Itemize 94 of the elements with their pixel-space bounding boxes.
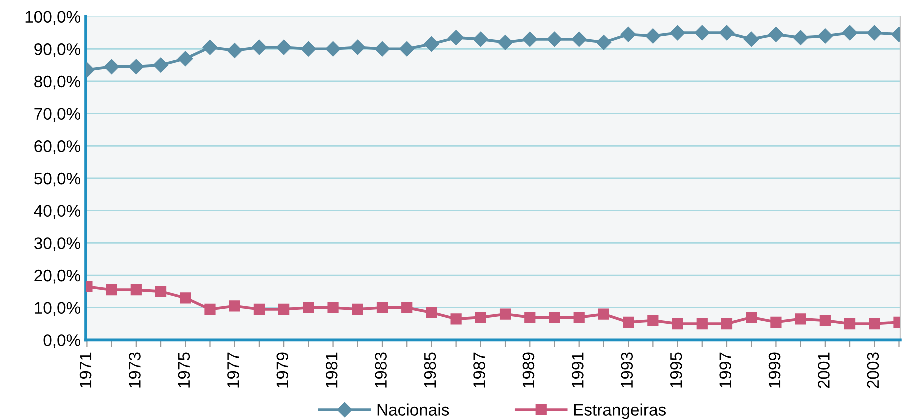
point — [374, 42, 390, 57]
point — [448, 30, 464, 46]
y-tick-label: 70,0% — [34, 108, 81, 122]
x-tick-label: 1977 — [228, 352, 240, 388]
x-tick-label: 1979 — [276, 352, 289, 388]
point — [549, 312, 560, 324]
point — [818, 28, 833, 44]
point — [229, 300, 240, 312]
y-tick-label: 80,0% — [34, 76, 81, 90]
point — [620, 27, 636, 42]
point — [473, 32, 488, 48]
point — [869, 318, 880, 330]
point — [254, 304, 266, 316]
point — [746, 312, 758, 324]
point — [252, 40, 268, 56]
point — [153, 58, 169, 73]
point — [128, 59, 144, 74]
point — [646, 28, 661, 44]
point — [278, 304, 290, 316]
y-tick-label: 10,0% — [35, 302, 81, 316]
point — [178, 51, 194, 66]
point — [376, 302, 388, 314]
point — [768, 27, 784, 42]
point — [426, 307, 438, 318]
point — [180, 292, 192, 304]
point — [227, 43, 242, 58]
x-tick-label: 1995 — [670, 352, 682, 388]
x-tick-label: 1987 — [474, 352, 486, 388]
point — [598, 308, 610, 320]
point — [104, 59, 120, 74]
point — [524, 312, 536, 324]
point — [795, 314, 806, 325]
y-tick-label: 20,0% — [34, 270, 81, 284]
point — [793, 30, 808, 46]
x-tick-label: 1981 — [326, 352, 338, 388]
point — [719, 25, 735, 41]
point — [744, 32, 760, 48]
point — [572, 32, 587, 48]
point — [820, 315, 831, 326]
x-tick-label: 1993 — [621, 352, 634, 388]
legend-label: Nacionais — [378, 404, 450, 416]
point — [721, 318, 733, 330]
point — [547, 32, 562, 48]
point — [867, 25, 882, 41]
x-tick-label: 1999 — [768, 352, 781, 388]
point — [475, 312, 486, 324]
x-tick-label: 1997 — [720, 352, 732, 388]
y-tick-label: 90,0% — [34, 44, 81, 58]
x-tick-label: 1973 — [129, 352, 141, 388]
point — [326, 42, 341, 57]
x-tick-label: 1989 — [522, 352, 535, 388]
point — [106, 284, 118, 296]
point — [130, 284, 142, 296]
point — [276, 40, 292, 56]
point — [842, 25, 858, 41]
point — [500, 308, 512, 320]
point — [522, 32, 538, 48]
y-tick-label: 30,0% — [34, 238, 81, 252]
x-tick-label: 1991 — [572, 352, 584, 388]
point — [424, 36, 440, 52]
point — [303, 302, 314, 314]
point — [202, 40, 218, 56]
point — [694, 25, 710, 41]
point — [672, 318, 684, 330]
x-tick-label: 2001 — [818, 352, 830, 388]
point — [670, 25, 686, 41]
y-tick-label: 40,0% — [34, 205, 81, 220]
y-tick-label: 0,0% — [44, 334, 81, 348]
point — [204, 304, 216, 316]
point — [770, 316, 782, 328]
point — [450, 314, 462, 325]
point — [574, 312, 585, 324]
point — [696, 318, 708, 330]
x-tick-label: 1983 — [375, 352, 387, 388]
point — [623, 316, 634, 328]
y-tick-label: 60,0% — [34, 140, 81, 154]
point — [328, 302, 339, 314]
point — [301, 42, 316, 57]
point — [155, 286, 167, 298]
x-tick-label: 1985 — [424, 352, 436, 388]
point — [352, 304, 364, 316]
point — [844, 318, 856, 330]
point — [400, 42, 415, 57]
x-tick-label: 1975 — [178, 352, 190, 388]
x-tick-label: 1971 — [80, 352, 92, 388]
legend-label: Estrangeiras — [574, 404, 666, 420]
point — [498, 35, 514, 50]
x-tick-label: 2003 — [867, 352, 880, 388]
point — [350, 40, 366, 56]
point — [596, 35, 612, 50]
y-tick-label: 50,0% — [34, 172, 81, 187]
y-tick-label: 100,0% — [26, 11, 81, 25]
point — [402, 302, 413, 314]
point — [648, 315, 659, 326]
